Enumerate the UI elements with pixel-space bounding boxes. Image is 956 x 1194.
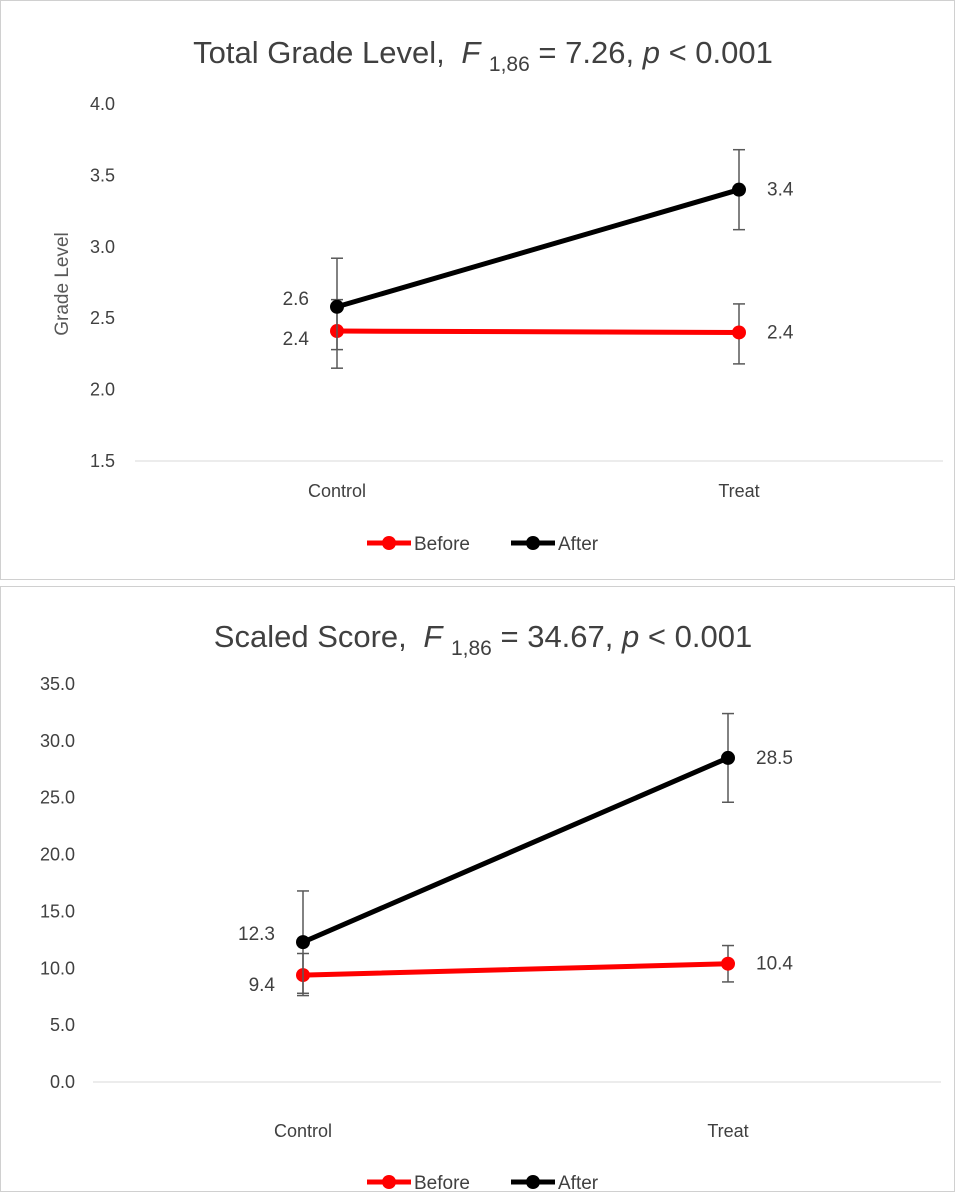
x-tick-label: Treat	[718, 481, 759, 501]
y-tick-label: 2.5	[90, 308, 115, 328]
y-tick-label: 25.0	[40, 788, 75, 808]
data-label: 2.4	[767, 322, 794, 343]
grade-level-chart: Total Grade Level, F 1,86 = 7.26, p < 0.…	[0, 0, 955, 580]
legend-item-before: Before	[367, 1173, 470, 1193]
legend-swatch-marker	[382, 1175, 396, 1189]
legend-label: After	[558, 534, 599, 555]
data-label: 28.5	[756, 748, 793, 769]
series-line	[337, 190, 739, 307]
legend-label: Before	[414, 1173, 470, 1193]
x-tick-label: Control	[308, 481, 366, 501]
y-tick-label: 20.0	[40, 845, 75, 865]
data-point	[721, 957, 735, 971]
series-line	[303, 758, 728, 942]
legend-item-before: Before	[367, 534, 470, 555]
y-tick-label: 30.0	[40, 731, 75, 751]
legend-swatch-marker	[526, 536, 540, 550]
data-label: 12.3	[238, 924, 275, 945]
legend-item-after: After	[511, 534, 599, 555]
y-tick-label: 10.0	[40, 958, 75, 978]
y-tick-label: 1.5	[90, 451, 115, 471]
y-tick-label: 15.0	[40, 901, 75, 921]
x-tick-labels: Control Treat	[274, 1121, 749, 1141]
data-label: 2.4	[283, 329, 310, 350]
y-tick-label: 5.0	[50, 1015, 75, 1035]
y-tick-label: 3.5	[90, 165, 115, 185]
x-tick-label: Control	[274, 1121, 332, 1141]
legend-swatch-marker	[526, 1175, 540, 1189]
y-axis-label: Grade Level	[52, 232, 73, 336]
data-point	[296, 935, 310, 949]
series-line	[337, 331, 739, 332]
y-tick-label: 35.0	[40, 674, 75, 694]
series-marks: 9.4 10.4 12.3 28.5	[238, 714, 793, 997]
legend-label: After	[558, 1173, 599, 1193]
y-tick-label: 0.0	[50, 1072, 75, 1092]
legend-label: Before	[414, 534, 470, 555]
data-label: 10.4	[756, 954, 793, 975]
series-before: 9.4 10.4	[249, 946, 794, 997]
series-line	[303, 964, 728, 975]
legend-swatch-marker	[382, 536, 396, 550]
legend-item-after: After	[511, 1173, 599, 1193]
y-tick-label: 3.0	[90, 237, 115, 257]
legend: Before After	[367, 1173, 599, 1193]
x-tick-labels: Control Treat	[308, 481, 760, 501]
chart-title: Total Grade Level, F 1,86 = 7.26, p < 0.…	[193, 35, 773, 78]
chart-title: Scaled Score, F 1,86 = 34.67, p < 0.001	[214, 619, 752, 662]
data-label: 9.4	[249, 975, 276, 996]
data-label: 2.6	[283, 289, 309, 310]
data-point	[721, 751, 735, 765]
y-tick-labels: 1.5 2.0 2.5 3.0 3.5 4.0	[90, 94, 115, 471]
grade-level-chart-svg: Total Grade Level, F 1,86 = 7.26, p < 0.…	[1, 1, 956, 581]
y-tick-label: 2.0	[90, 380, 115, 400]
series-after: 2.6 3.4	[283, 150, 794, 350]
y-tick-label: 4.0	[90, 94, 115, 114]
series-after: 12.3 28.5	[238, 714, 793, 996]
x-tick-label: Treat	[707, 1121, 748, 1141]
data-point	[732, 325, 746, 339]
scaled-score-chart: Scaled Score, F 1,86 = 34.67, p < 0.001 …	[0, 586, 955, 1192]
data-point	[732, 183, 746, 197]
scaled-score-chart-svg: Scaled Score, F 1,86 = 34.67, p < 0.001 …	[1, 587, 956, 1193]
legend: Before After	[367, 534, 599, 555]
data-label: 3.4	[767, 180, 794, 201]
series-before: 2.4 2.4	[283, 300, 794, 369]
y-tick-labels: 0.0 5.0 10.0 15.0 20.0 25.0 30.0 35.0	[40, 674, 75, 1092]
data-point	[330, 300, 344, 314]
series-marks: 2.4 2.4 2.6 3.4	[283, 150, 794, 368]
